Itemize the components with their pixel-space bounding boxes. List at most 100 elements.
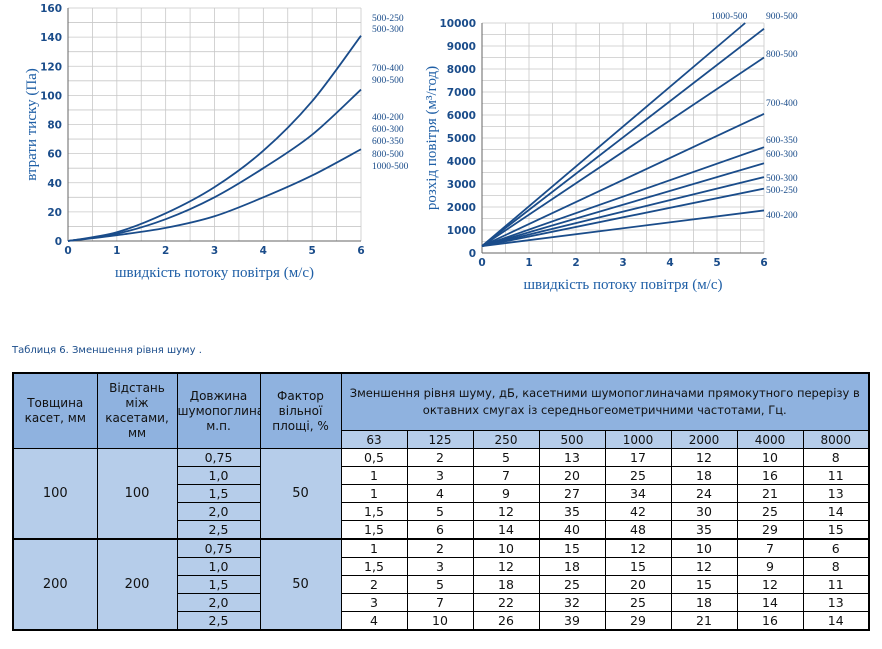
series-label: 400-200 (372, 113, 404, 123)
noise-reduction-value: 8 (802, 448, 870, 467)
y-axis-label: розхід повітря (м³/год) (424, 66, 440, 210)
y-tick-label: 20 (47, 207, 62, 219)
noise-reduction-value: 13 (802, 593, 870, 612)
y-tick-label: 6000 (447, 110, 476, 122)
table-row: 2,0 3 7 22 32 25 18 14 13 (13, 593, 870, 612)
noise-reduction-value: 22 (472, 593, 540, 612)
y-tick-label: 160 (40, 3, 62, 15)
noise-reduction-value: 15 (538, 538, 606, 558)
series-line (481, 22, 746, 247)
y-axis-label: втрати тиску (Па) (24, 68, 40, 181)
y-tick-label: 60 (47, 149, 62, 161)
noise-reduction-value: 20 (538, 466, 606, 485)
noise-reduction-value: 7 (406, 593, 474, 612)
noise-reduction-value: 6 (802, 538, 870, 558)
silencer-length-cell: 1,0 (176, 466, 261, 485)
table-row: 200 200 0,75 50 1 2 10 15 12 10 7 6 (12, 538, 870, 631)
noise-reduction-table-container: Товщина касет, мм Відстань між касетами,… (12, 372, 870, 631)
y-tick-label: 140 (40, 32, 62, 44)
noise-reduction-value: 35 (670, 520, 738, 540)
table-caption: Таблиця 6. Зменшення рівня шуму . (12, 345, 202, 356)
noise-reduction-value: 34 (604, 484, 672, 503)
noise-reduction-value: 1,5 (340, 520, 408, 540)
series-label: 900-500 (372, 76, 404, 86)
frequency-header: 63 (340, 430, 408, 449)
noise-reduction-value: 25 (604, 593, 672, 612)
series-line (481, 113, 765, 247)
noise-reduction-value: 12 (670, 448, 738, 467)
noise-reduction-value: 13 (802, 484, 870, 503)
noise-reduction-value: 11 (802, 575, 870, 594)
series-line (67, 148, 362, 242)
y-tick-label: 5000 (447, 133, 476, 145)
noise-reduction-value: 35 (538, 502, 606, 521)
y-tick-label: 0 (469, 248, 476, 260)
noise-reduction-value: 2 (340, 575, 408, 594)
series-label: 700-400 (766, 99, 798, 109)
noise-reduction-value: 14 (802, 611, 870, 631)
noise-reduction-value: 29 (604, 611, 672, 631)
noise-reduction-value: 27 (538, 484, 606, 503)
frequency-header: 8000 (802, 430, 870, 449)
series-label: 1000-500 (711, 12, 748, 22)
noise-reduction-value: 25 (538, 575, 606, 594)
y-tick-label: 2000 (447, 202, 476, 214)
x-tick-label: 3 (619, 257, 626, 269)
y-tick-label: 100 (40, 90, 62, 102)
series-label: 700-400 (372, 64, 404, 74)
noise-reduction-table: Товщина касет, мм Відстань між касетами,… (12, 372, 870, 631)
noise-reduction-value: 9 (736, 557, 804, 576)
silencer-length-cell: 1,0 (176, 557, 261, 576)
table-row: 100 100 0,75 50 0,5 2 5 13 17 12 10 8 (12, 448, 870, 540)
y-tick-label: 1000 (447, 225, 476, 237)
noise-reduction-value: 14 (472, 520, 540, 540)
noise-reduction-value: 0,5 (340, 448, 408, 467)
noise-reduction-value: 39 (538, 611, 606, 631)
noise-reduction-value: 2 (406, 448, 474, 467)
noise-reduction-value: 10 (670, 538, 738, 558)
cassette-distance-cell: 200 (96, 538, 178, 631)
noise-reduction-value: 3 (406, 557, 474, 576)
noise-reduction-value: 18 (472, 575, 540, 594)
noise-reduction-value: 32 (538, 593, 606, 612)
x-tick-label: 0 (64, 245, 71, 257)
series-label: 600-300 (766, 150, 798, 160)
series-label: 500-250 (372, 14, 404, 24)
noise-reduction-value: 10 (406, 611, 474, 631)
noise-reduction-value: 2 (406, 538, 474, 558)
cassette-thickness-cell: 200 (12, 538, 98, 631)
noise-reduction-value: 1 (340, 484, 408, 503)
series-line (481, 187, 765, 247)
x-axis-label: швидкість потоку повітря (м/с) (115, 265, 314, 281)
silencer-length-cell: 2,0 (176, 502, 261, 521)
silencer-length-cell: 1,5 (176, 484, 261, 503)
table-row: 2,0 1,5 5 12 35 42 30 25 14 (13, 502, 870, 521)
cassette-thickness-cell: 100 (12, 448, 98, 540)
noise-reduction-value: 4 (340, 611, 408, 631)
noise-reduction-value: 16 (736, 611, 804, 631)
noise-reduction-value: 5 (472, 448, 540, 467)
x-tick-label: 4 (666, 257, 673, 269)
y-tick-label: 120 (40, 61, 62, 73)
y-tick-label: 3000 (447, 179, 476, 191)
noise-reduction-value: 12 (670, 557, 738, 576)
noise-reduction-value: 5 (406, 575, 474, 594)
x-tick-label: 6 (760, 257, 767, 269)
x-tick-label: 4 (260, 245, 267, 257)
noise-reduction-value: 48 (604, 520, 672, 540)
x-tick-label: 0 (478, 257, 485, 269)
noise-reduction-value: 16 (736, 466, 804, 485)
noise-reduction-value: 15 (670, 575, 738, 594)
free-area-factor-cell: 50 (259, 538, 342, 631)
noise-reduction-value: 10 (472, 538, 540, 558)
series-label: 400-200 (766, 211, 798, 221)
noise-reduction-value: 20 (604, 575, 672, 594)
frequency-header: 4000 (736, 430, 804, 449)
x-tick-label: 2 (572, 257, 579, 269)
noise-reduction-value: 18 (670, 466, 738, 485)
series-label: 600-300 (372, 125, 404, 135)
series-label: 600-350 (372, 137, 404, 147)
noise-reduction-value: 12 (604, 538, 672, 558)
noise-reduction-value: 12 (736, 575, 804, 594)
